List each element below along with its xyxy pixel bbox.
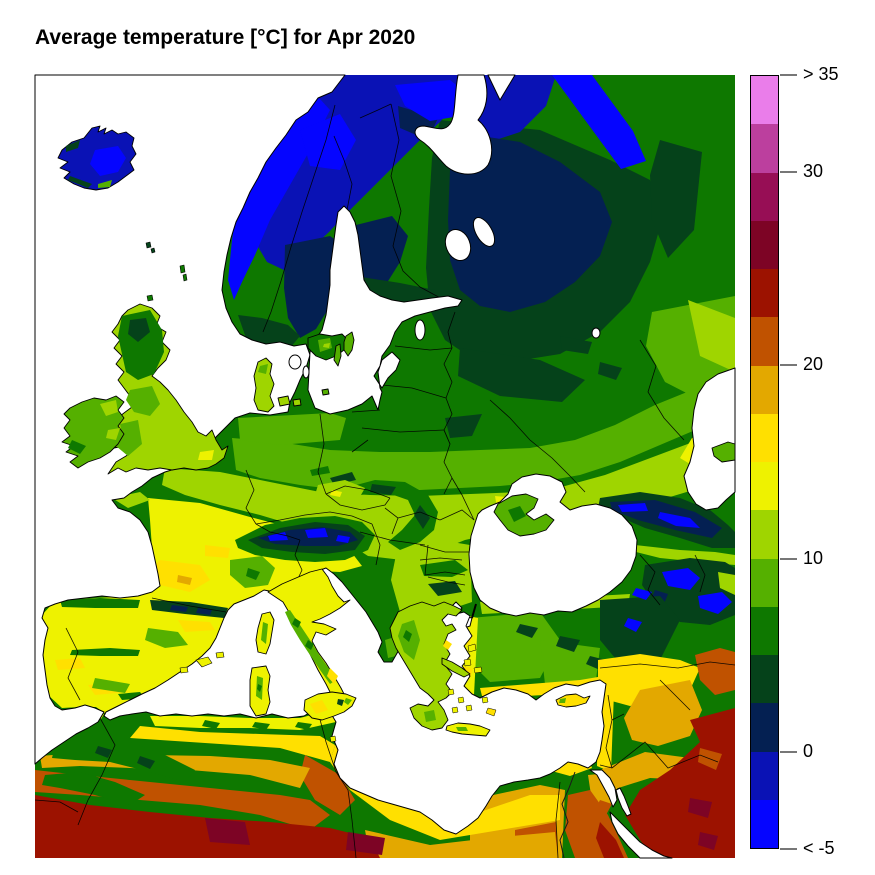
land-denmark xyxy=(253,357,302,413)
legend-band-b10 xyxy=(751,510,778,559)
legend-tick-label: 0 xyxy=(803,741,814,762)
land-italy xyxy=(267,568,351,705)
island-euboea xyxy=(441,657,471,678)
island-sardinia xyxy=(249,665,271,717)
land-greece xyxy=(389,601,463,731)
island-crete xyxy=(445,722,491,737)
island-oland xyxy=(333,343,342,367)
lake-rybinsk xyxy=(591,327,601,339)
legend-band-b8 xyxy=(751,413,778,462)
legend-tick-label: 30 xyxy=(803,160,824,181)
sea-gulf-of-aqaba xyxy=(615,787,632,817)
legend-band-b7 xyxy=(751,365,778,414)
land-mangyshlak xyxy=(711,441,736,463)
island-crete-ridge xyxy=(456,727,468,731)
island-corsica xyxy=(255,611,275,655)
legend-tick-label: 20 xyxy=(803,354,824,375)
islands-balearic xyxy=(179,651,225,674)
sea-white-sea xyxy=(414,74,493,175)
island-sicily xyxy=(303,691,357,721)
legend-band-b12 xyxy=(751,606,778,655)
island-malta xyxy=(329,735,337,743)
sea-red-sea xyxy=(609,811,673,859)
legend-band-b5 xyxy=(751,269,778,318)
sea-gulf-of-suez xyxy=(589,769,618,808)
island-shetlands xyxy=(146,264,188,302)
legend-band-b14 xyxy=(751,703,778,752)
islands-and-peninsulas xyxy=(57,125,736,743)
legend-band-b16 xyxy=(751,799,778,848)
legend-color-bar xyxy=(750,75,779,849)
land-great-britain xyxy=(107,303,229,475)
legend-tick-label: < -5 xyxy=(803,838,835,859)
legend-tick-line xyxy=(780,170,797,173)
islands-aegean xyxy=(447,643,497,717)
island-bornholm xyxy=(321,388,330,396)
lake-onega xyxy=(472,217,496,247)
land-iceland xyxy=(57,125,137,191)
island-gotland xyxy=(343,331,355,357)
legend-tick-label: 10 xyxy=(803,547,824,568)
island-faroes xyxy=(145,241,156,254)
legend-tick-line xyxy=(780,848,797,850)
land-crimea xyxy=(493,493,555,537)
legend-tick-label: > 35 xyxy=(803,64,839,85)
sea-baltic xyxy=(307,205,463,415)
legend-band-b3 xyxy=(751,172,778,221)
nile-river xyxy=(559,771,576,859)
country-borders xyxy=(34,103,736,859)
lake-vanern xyxy=(288,354,302,370)
lake-ladoga xyxy=(444,228,472,262)
sea-bosporus xyxy=(471,603,477,619)
legend-tick-line xyxy=(780,74,797,76)
island-cyprus xyxy=(555,693,591,708)
legend-band-b6 xyxy=(751,317,778,366)
legend-band-b2 xyxy=(751,124,778,173)
lake-vattern xyxy=(302,365,310,379)
lake-peipus xyxy=(414,319,426,341)
legend-band-b1 xyxy=(751,76,778,125)
legend-band-b15 xyxy=(751,751,778,800)
legend-band-b13 xyxy=(751,655,778,704)
legend-tick-line xyxy=(780,751,797,754)
rivers xyxy=(559,771,576,859)
legend-band-b4 xyxy=(751,220,778,269)
page-title: Average temperature [°C] for Apr 2020 xyxy=(35,26,416,49)
color-scale-legend: > 35 30 20 10 0 < -5 xyxy=(750,64,875,858)
sea-barents-notch xyxy=(487,74,516,101)
sea-caspian xyxy=(683,367,736,511)
legend-band-b9 xyxy=(751,462,778,511)
legend-tick-line xyxy=(780,557,797,560)
legend-band-b11 xyxy=(751,558,778,607)
land-ireland xyxy=(61,395,125,469)
legend-tick-line xyxy=(780,364,797,367)
